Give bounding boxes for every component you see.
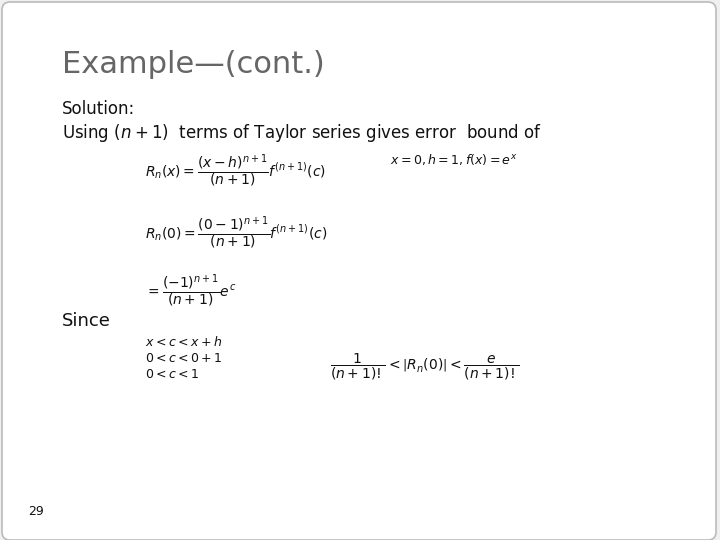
Text: $R_n(0)=\dfrac{(0-1)^{n+1}}{(n+1)}f^{(n+1)}(c)$: $R_n(0)=\dfrac{(0-1)^{n+1}}{(n+1)}f^{(n+… <box>145 214 328 251</box>
Text: $0 < c < 1$: $0 < c < 1$ <box>145 368 199 381</box>
Text: 29: 29 <box>28 505 44 518</box>
Text: Solution:: Solution: <box>62 100 135 118</box>
Text: $x < c < x+h$: $x < c < x+h$ <box>145 335 222 349</box>
Text: $x=0, h=1, f(x)=e^x$: $x=0, h=1, f(x)=e^x$ <box>390 152 518 167</box>
Text: Example—(cont.): Example—(cont.) <box>62 50 325 79</box>
Text: $=\dfrac{(-1)^{n+1}}{(n+1)}e^c$: $=\dfrac{(-1)^{n+1}}{(n+1)}e^c$ <box>145 272 236 309</box>
Text: $0 < c < 0+1$: $0 < c < 0+1$ <box>145 352 222 365</box>
Text: Since: Since <box>62 312 111 330</box>
Text: Using $(n+1)$  terms of Taylor series gives error  bound of: Using $(n+1)$ terms of Taylor series giv… <box>62 122 542 144</box>
Text: $\dfrac{1}{(n+1)!}<\left|R_n(0)\right|<\dfrac{e}{(n+1)!}$: $\dfrac{1}{(n+1)!}<\left|R_n(0)\right|<\… <box>330 352 519 382</box>
Text: $R_n(x)=\dfrac{(x-h)^{n+1}}{(n+1)}f^{(n+1)}(c)$: $R_n(x)=\dfrac{(x-h)^{n+1}}{(n+1)}f^{(n+… <box>145 152 326 189</box>
